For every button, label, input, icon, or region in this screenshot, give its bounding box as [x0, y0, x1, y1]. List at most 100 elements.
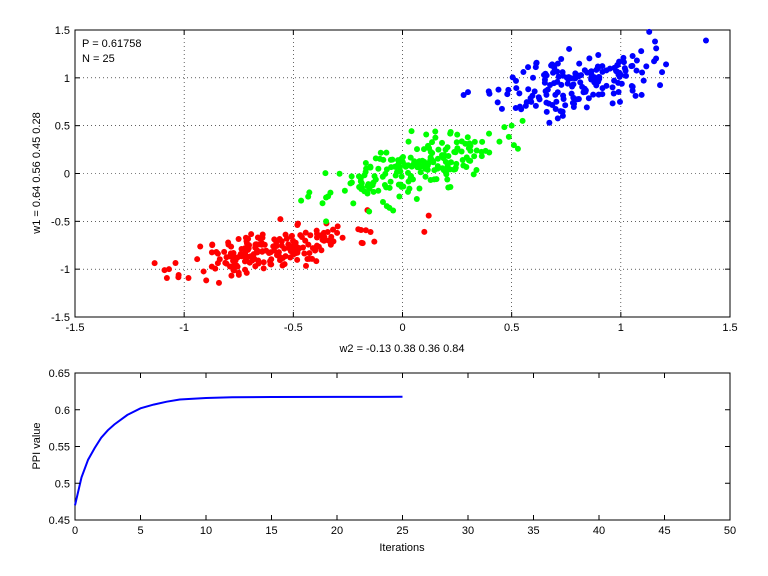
- scatter-point-cluster-3: [549, 101, 556, 108]
- scatter-point-cluster-3: [536, 96, 543, 103]
- scatter-point-cluster-3: [646, 28, 653, 35]
- scatter-point-cluster-1: [314, 232, 321, 239]
- scatter-point-cluster-3: [544, 86, 551, 93]
- scatter-point-cluster-2: [408, 163, 415, 170]
- scatter-point-cluster-1: [279, 262, 286, 269]
- scatter-point-cluster-2: [439, 139, 446, 146]
- scatter-point-cluster-1: [282, 231, 289, 238]
- scatter-point-cluster-2: [505, 133, 512, 140]
- scatter-point-cluster-2: [405, 169, 412, 176]
- scatter-point-cluster-2: [405, 138, 412, 145]
- scatter-point-cluster-2: [478, 148, 485, 155]
- scatter-point-cluster-3: [548, 62, 555, 69]
- scatter-point-cluster-2: [473, 167, 480, 174]
- scatter-point-cluster-3: [640, 77, 647, 84]
- scatter-point-cluster-2: [396, 193, 403, 200]
- scatter-point-cluster-2: [470, 171, 477, 178]
- scatter-point-cluster-3: [546, 119, 553, 126]
- scatter-point-cluster-2: [381, 181, 388, 188]
- scatter-point-cluster-3: [653, 45, 660, 52]
- y-tick-label: 0.5: [55, 121, 70, 133]
- scatter-point-cluster-3: [629, 53, 636, 60]
- scatter-point-cluster-2: [390, 207, 397, 214]
- scatter-point-cluster-1: [151, 260, 158, 267]
- scatter-point-cluster-2: [387, 156, 394, 163]
- scatter-point-cluster-3: [485, 88, 492, 95]
- scatter-point-cluster-1: [306, 255, 313, 262]
- scatter-point-cluster-1: [200, 268, 207, 275]
- scatter-point-cluster-1: [165, 266, 172, 273]
- scatter-point-cluster-3: [554, 115, 561, 122]
- scatter-point-cluster-3: [518, 106, 525, 113]
- scatter-point-cluster-1: [260, 265, 267, 272]
- x-tick-label: 20: [331, 525, 343, 537]
- scatter-point-cluster-2: [423, 131, 430, 138]
- x-tick-label: 15: [265, 525, 277, 537]
- x-tick-label: 0.5: [504, 322, 519, 334]
- scatter-point-cluster-3: [594, 63, 601, 70]
- scatter-point-cluster-2: [417, 163, 424, 170]
- scatter-point-cluster-3: [543, 99, 550, 106]
- scatter-point-cluster-1: [303, 262, 310, 269]
- scatter-point-cluster-2: [375, 165, 382, 172]
- scatter-point-cluster-3: [495, 86, 502, 93]
- x-tick-label: 50: [724, 525, 736, 537]
- scatter-point-cluster-3: [638, 48, 645, 55]
- scatter-point-cluster-3: [613, 67, 620, 74]
- ppi-x-axis-label: Iterations: [379, 542, 425, 554]
- scatter-point-cluster-3: [615, 79, 622, 86]
- scatter-point-cluster-3: [653, 55, 660, 62]
- scatter-point-cluster-1: [306, 250, 313, 257]
- scatter-point-cluster-3: [550, 69, 557, 76]
- scatter-point-cluster-1: [230, 253, 237, 260]
- scatter-point-cluster-3: [532, 102, 539, 109]
- scatter-ticks: -1.5 -1 -0.5 0 0.5 1 1.5 -1.5 -1 -0.5 0 0.5 1 1.5: [51, 25, 738, 334]
- scatter-point-cluster-3: [588, 74, 595, 81]
- scatter-x-axis-label: w2 = -0.13 0.38 0.36 0.84: [338, 343, 464, 355]
- scatter-point-cluster-3: [570, 94, 577, 101]
- scatter-point-cluster-3: [659, 69, 666, 76]
- scatter-point-cluster-2: [341, 187, 348, 194]
- scatter-point-cluster-3: [460, 92, 467, 99]
- y-tick-label: 1: [64, 73, 70, 85]
- scatter-point-cluster-1: [221, 248, 228, 255]
- scatter-point-cluster-2: [422, 173, 429, 180]
- scatter-point-cluster-3: [560, 92, 567, 99]
- ppi-y-axis-label: PPI value: [31, 422, 43, 469]
- scatter-point-cluster-2: [382, 170, 389, 177]
- scatter-point-cluster-2: [305, 193, 312, 200]
- scatter-point-cluster-2: [501, 124, 508, 131]
- scatter-point-cluster-2: [363, 165, 370, 172]
- scatter-point-cluster-1: [359, 240, 366, 247]
- scatter-point-cluster-1: [225, 239, 232, 246]
- scatter-point-cluster-3: [579, 83, 586, 90]
- scatter-point-cluster-3: [559, 108, 566, 115]
- scatter-point-cluster-3: [633, 57, 640, 64]
- scatter-point-cluster-3: [610, 90, 617, 97]
- scatter-point-cluster-2: [429, 149, 436, 156]
- ppi-panel: 0 5 10 15 20 25 30 35 40 45 50 0.45 0.5 0.55 0.6 0.65 I…: [31, 368, 736, 554]
- scatter-point-cluster-1: [305, 241, 312, 248]
- scatter-point-cluster-1: [294, 220, 301, 227]
- y-tick-label: 0: [64, 169, 70, 181]
- x-tick-label: 45: [658, 525, 670, 537]
- scatter-point-cluster-1: [238, 253, 245, 260]
- scatter-point-cluster-3: [465, 89, 471, 96]
- scatter-point-cluster-1: [270, 243, 277, 250]
- scatter-point-cluster-2: [420, 146, 427, 153]
- scatter-point-cluster-1: [267, 261, 274, 268]
- x-tick-label: -1.5: [66, 322, 85, 334]
- scatter-point-cluster-1: [163, 274, 170, 281]
- scatter-point-cluster-3: [578, 72, 585, 79]
- x-tick-label: 40: [593, 525, 605, 537]
- scatter-point-cluster-2: [434, 165, 441, 172]
- scatter-point-cluster-1: [276, 235, 283, 242]
- scatter-point-cluster-2: [434, 155, 441, 162]
- scatter-point-cluster-3: [565, 74, 572, 81]
- scatter-point-cluster-2: [365, 181, 372, 188]
- scatter-point-cluster-2: [336, 170, 343, 177]
- scatter-point-cluster-3: [559, 72, 566, 79]
- scatter-point-cluster-3: [595, 51, 602, 58]
- y-tick-label: -0.5: [51, 216, 70, 228]
- scatter-point-cluster-1: [246, 259, 253, 266]
